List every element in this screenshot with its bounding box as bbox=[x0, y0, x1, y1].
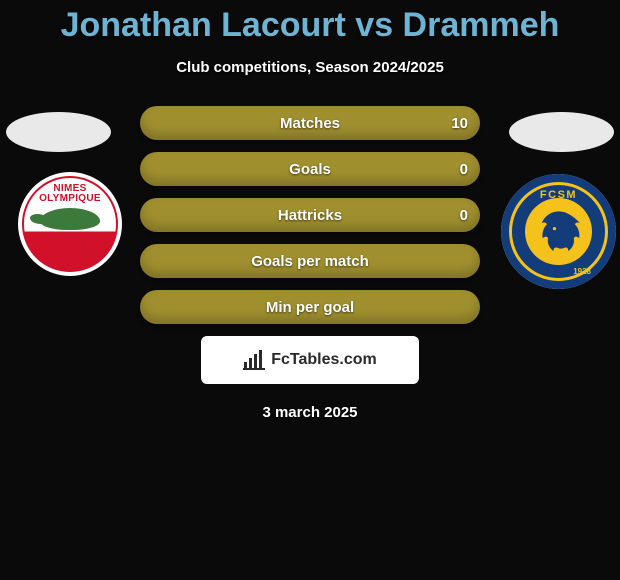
stat-value-right: 0 bbox=[460, 161, 468, 178]
player-right-placeholder bbox=[509, 112, 614, 152]
source-box: FcTables.com bbox=[201, 336, 419, 384]
lion-icon bbox=[532, 205, 586, 259]
nimes-olympique-badge: NIMES OLYMPIQUE bbox=[22, 176, 118, 272]
stat-row: Hattricks 0 bbox=[140, 198, 480, 232]
crocodile-icon bbox=[40, 208, 100, 230]
chart-icon bbox=[243, 350, 265, 370]
stat-label: Hattricks bbox=[278, 207, 342, 224]
club-badge-left: NIMES OLYMPIQUE bbox=[18, 172, 122, 276]
badge-year: 1928 bbox=[573, 267, 591, 276]
stat-value-right: 0 bbox=[460, 207, 468, 224]
club-badge-right: FCSM 1928 bbox=[501, 174, 616, 289]
stat-row: Goals 0 bbox=[140, 152, 480, 186]
subtitle: Club competitions, Season 2024/2025 bbox=[0, 59, 620, 76]
stat-row: Min per goal bbox=[140, 290, 480, 324]
stat-label: Goals bbox=[289, 161, 331, 178]
stat-row: Goals per match bbox=[140, 244, 480, 278]
date-label: 3 march 2025 bbox=[0, 404, 620, 421]
stat-label: Min per goal bbox=[266, 299, 354, 316]
stat-row: Matches 10 bbox=[140, 106, 480, 140]
stat-label: Matches bbox=[280, 115, 340, 132]
stat-value-right: 10 bbox=[451, 115, 468, 132]
stats-list: Matches 10 Goals 0 Hattricks 0 Goals per match… bbox=[140, 106, 480, 324]
badge-text: NIMES OLYMPIQUE bbox=[39, 184, 101, 204]
fcsm-badge: FCSM 1928 bbox=[501, 174, 616, 289]
stat-label: Goals per match bbox=[251, 253, 369, 270]
badge-text-bottom: OLYMPIQUE bbox=[39, 193, 101, 204]
player-left-placeholder bbox=[6, 112, 111, 152]
page-title: Jonathan Lacourt vs Drammeh bbox=[0, 0, 620, 45]
comparison-area: NIMES OLYMPIQUE FCSM 1928 Matches 10 Goals… bbox=[0, 106, 620, 421]
source-label: FcTables.com bbox=[271, 351, 377, 369]
